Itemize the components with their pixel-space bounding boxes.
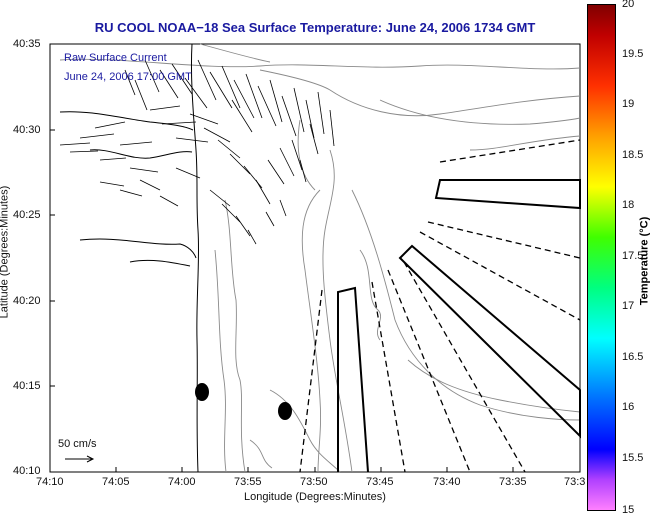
x-tick-label: 73:45	[366, 476, 394, 488]
station-marker-1	[195, 383, 209, 401]
colorbar-tick: 15	[622, 504, 635, 516]
scale-arrow	[65, 455, 95, 463]
current-label: Raw Surface Current	[64, 52, 167, 64]
axis-ticks	[50, 129, 514, 472]
colorbar-label: Temperature (°C)	[638, 216, 651, 306]
colorbar-tick: 20	[622, 0, 635, 10]
x-tick-label: 73:50	[300, 476, 328, 488]
y-tick-label: 40:10	[13, 465, 41, 477]
y-tick-label: 40:20	[13, 295, 41, 307]
radar-beams	[299, 139, 581, 473]
bathymetry-contours	[59, 43, 581, 473]
colorbar-tick: 19	[622, 98, 635, 110]
x-tick-label: 74:10	[36, 476, 64, 488]
map-title: RU COOL NOAA−18 Sea Surface Temperature:…	[94, 20, 536, 35]
y-tick-label: 40:25	[13, 209, 41, 221]
x-tick-label: 73:35	[499, 476, 527, 488]
colorbar-tick: 18.5	[622, 149, 644, 161]
y-tick-label: 40:35	[13, 38, 41, 50]
colorbar-tick: 16	[622, 401, 635, 413]
station-marker-2	[278, 402, 292, 420]
x-tick-label: 73:55	[234, 476, 262, 488]
x-tick-label: 74:00	[168, 476, 196, 488]
scale-label: 50 cm/s	[58, 438, 97, 450]
x-tick-label: 74:05	[102, 476, 130, 488]
y-tick-label: 40:30	[13, 124, 41, 136]
current-time: June 24, 2006 17:00 GMT	[64, 71, 192, 83]
current-vectors	[59, 59, 335, 245]
y-axis-label: Latitude (Degrees:Minutes)	[0, 185, 11, 319]
y-tick-label: 40:15	[13, 380, 41, 392]
colorbar-tick: 19.5	[622, 48, 644, 60]
x-tick-label: 73:3	[564, 476, 586, 488]
colorbar-tick: 17	[622, 300, 635, 312]
plot-frame	[49, 43, 581, 473]
colorbar-tick: 15.5	[622, 452, 644, 464]
x-axis-label: Longitude (Degrees:Minutes)	[244, 491, 386, 503]
colorbar-tick: 16.5	[622, 351, 644, 363]
radar-boxes	[337, 179, 581, 473]
x-tick-label: 73:40	[433, 476, 461, 488]
temperature-colorbar	[587, 4, 616, 511]
colorbar-tick: 18	[622, 199, 635, 211]
colorbar-tick: 17.5	[622, 250, 644, 262]
